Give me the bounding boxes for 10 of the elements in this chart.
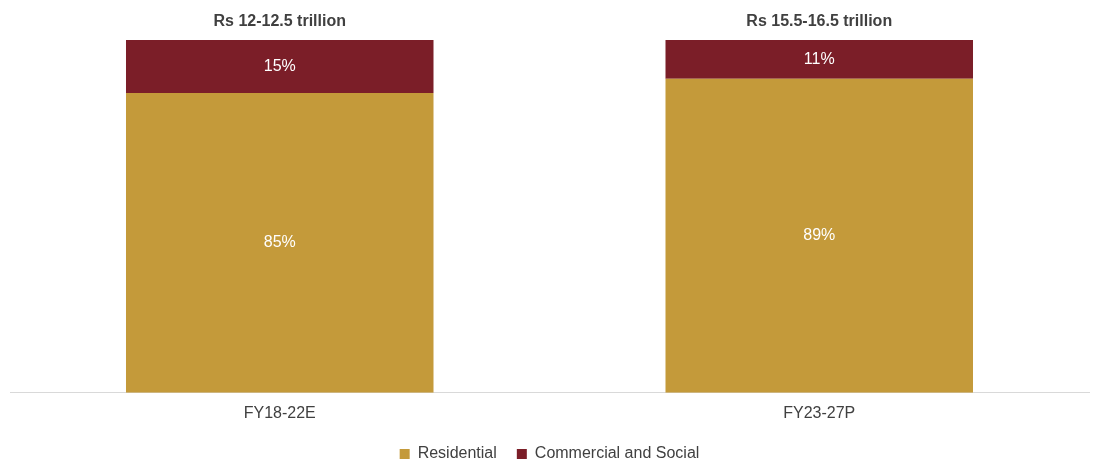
total-label: Rs 12-12.5 trillion (213, 12, 346, 30)
total-label: Rs 15.5-16.5 trillion (746, 12, 893, 30)
data-label: 85% (263, 233, 296, 251)
data-label: 15% (263, 56, 296, 74)
legend-label: Commercial and Social (534, 444, 700, 462)
data-label: 11% (803, 49, 835, 67)
data-label: 89% (803, 226, 836, 244)
legend-label: Residential (417, 444, 497, 462)
x-tick-label: FY18-22E (243, 403, 316, 421)
x-tick-label: FY23-27P (783, 403, 856, 421)
